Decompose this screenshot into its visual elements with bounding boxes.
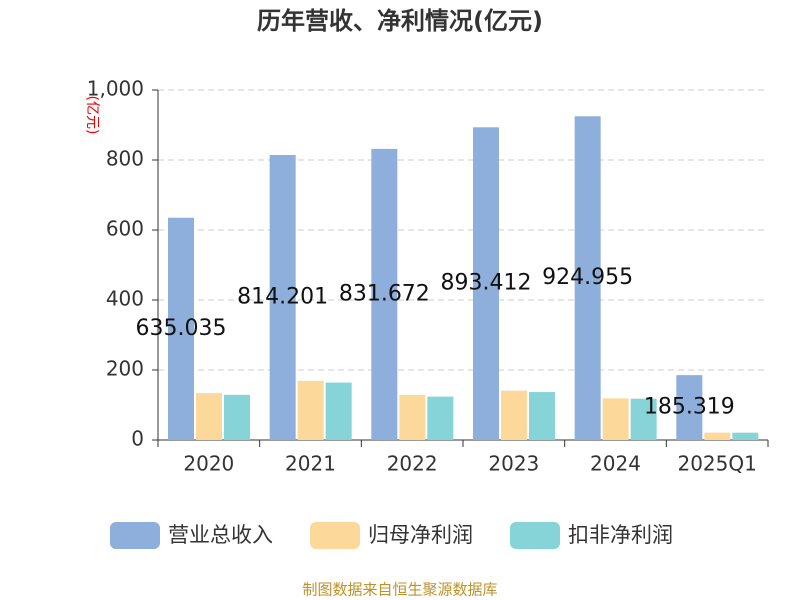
data-label: 893.412: [441, 271, 532, 296]
data-label: 814.201: [237, 285, 328, 310]
source-note: 制图数据来自恒生聚源数据库: [302, 581, 497, 599]
bar: [371, 148, 398, 440]
x-tick-label: 2025Q1: [677, 452, 756, 476]
y-axis-label: (亿元): [84, 96, 100, 135]
bar: [602, 398, 629, 440]
data-label: 924.955: [542, 265, 633, 290]
y-tick-label: 0: [131, 427, 144, 451]
x-tick-label: 2020: [183, 452, 234, 476]
data-label: 185.319: [644, 395, 735, 420]
bar: [427, 396, 454, 440]
data-label: 635.035: [136, 316, 227, 341]
bar: [704, 432, 731, 440]
bar: [630, 398, 657, 440]
bar: [676, 375, 703, 440]
bar: [501, 390, 527, 440]
y-tick-label: 400: [106, 287, 144, 311]
data-label: 831.672: [339, 281, 430, 306]
bar: [529, 392, 555, 440]
legend-swatch: [510, 522, 560, 549]
bar: [399, 394, 426, 440]
bar: [196, 393, 222, 440]
y-tick-label: 1,000: [87, 77, 144, 101]
bar: [269, 155, 296, 440]
y-tick-label: 200: [106, 357, 144, 381]
y-tick-label: 600: [106, 217, 144, 241]
legend-swatch: [310, 522, 360, 549]
x-tick-label: 2023: [488, 452, 539, 476]
legend-label: 扣非净利润: [568, 523, 673, 547]
bar: [297, 380, 324, 440]
x-tick-label: 2024: [590, 452, 641, 476]
legend-label: 归母净利润: [368, 523, 473, 547]
y-tick-label: 800: [106, 147, 144, 171]
bar: [473, 127, 499, 441]
bar: [325, 382, 352, 440]
bar: [732, 432, 759, 440]
bar: [574, 116, 601, 440]
legend-label: 营业总收入: [168, 523, 273, 547]
bar: [168, 217, 194, 440]
bar: [224, 394, 250, 440]
x-tick-label: 2022: [387, 452, 438, 476]
chart-title: 历年营收、净利情况(亿元): [257, 7, 543, 35]
x-tick-label: 2021: [285, 452, 336, 476]
legend-swatch: [110, 522, 160, 549]
